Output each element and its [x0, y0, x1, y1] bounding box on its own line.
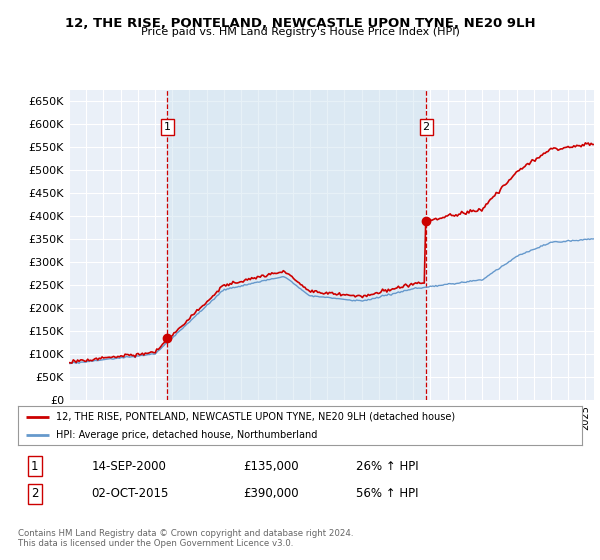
- Bar: [167, 90, 426, 400]
- Text: 2: 2: [422, 122, 430, 132]
- Text: 02-OCT-2015: 02-OCT-2015: [91, 487, 169, 501]
- Text: HPI: Average price, detached house, Northumberland: HPI: Average price, detached house, Nort…: [56, 430, 318, 440]
- Text: 14-SEP-2000: 14-SEP-2000: [91, 460, 166, 473]
- Text: Contains HM Land Registry data © Crown copyright and database right 2024.
This d: Contains HM Land Registry data © Crown c…: [18, 529, 353, 548]
- Text: £390,000: £390,000: [244, 487, 299, 501]
- Text: 56% ↑ HPI: 56% ↑ HPI: [356, 487, 419, 501]
- Text: 2: 2: [31, 487, 38, 501]
- Text: Price paid vs. HM Land Registry's House Price Index (HPI): Price paid vs. HM Land Registry's House …: [140, 27, 460, 37]
- Text: 12, THE RISE, PONTELAND, NEWCASTLE UPON TYNE, NE20 9LH: 12, THE RISE, PONTELAND, NEWCASTLE UPON …: [65, 17, 535, 30]
- Text: 26% ↑ HPI: 26% ↑ HPI: [356, 460, 419, 473]
- Text: £135,000: £135,000: [244, 460, 299, 473]
- Text: 1: 1: [31, 460, 38, 473]
- Text: 12, THE RISE, PONTELAND, NEWCASTLE UPON TYNE, NE20 9LH (detached house): 12, THE RISE, PONTELAND, NEWCASTLE UPON …: [56, 412, 455, 422]
- Text: 1: 1: [164, 122, 171, 132]
